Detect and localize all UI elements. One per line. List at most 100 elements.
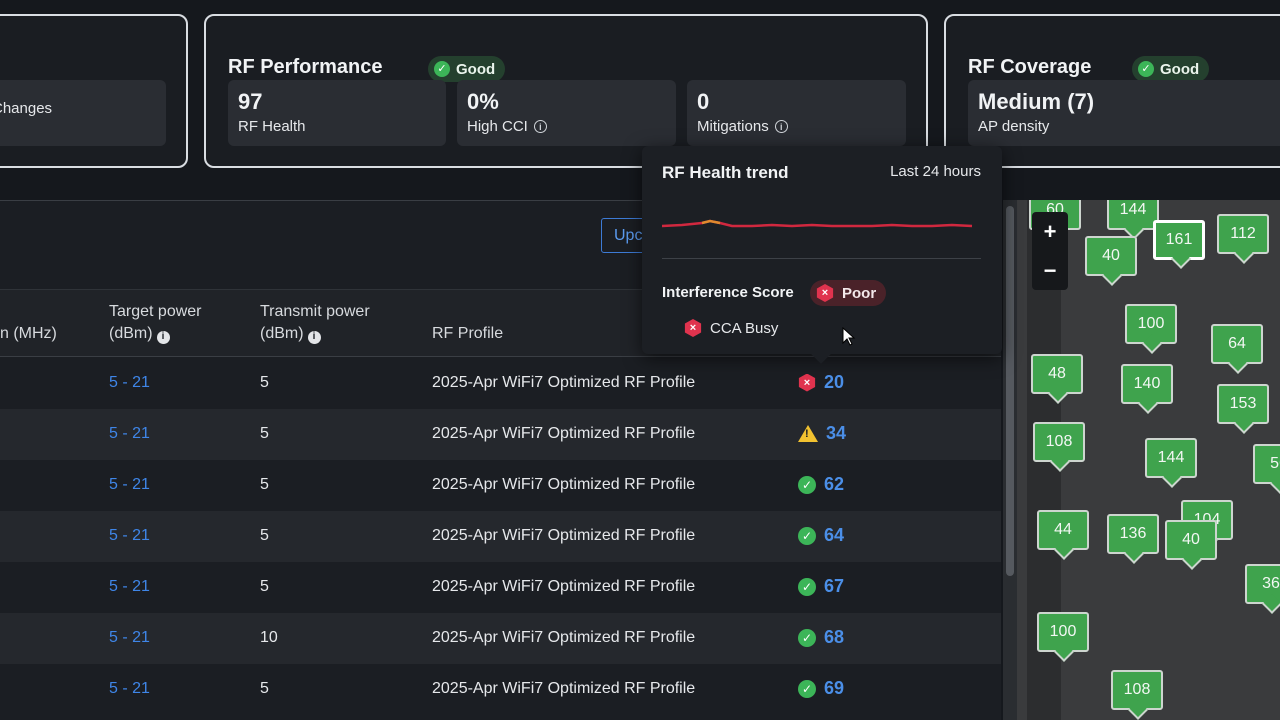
rf-health-score[interactable]: ✓ 62	[798, 474, 844, 495]
access-point-marker[interactable]: 136	[1107, 514, 1159, 554]
target-power-cell[interactable]: 5 - 21	[109, 374, 150, 391]
access-point-marker[interactable]: 108	[1033, 422, 1085, 462]
header-channel-width[interactable]: n (MHz)	[0, 325, 57, 342]
rf-coverage-card: RF Coverage ✓ Good Medium (7) AP density	[944, 14, 1280, 168]
interference-reason: × CCA Busy	[684, 319, 778, 337]
ap-density-label: AP density	[978, 118, 1050, 135]
rf-health-label: RF Health	[238, 118, 306, 135]
target-power-cell[interactable]: 5 - 21	[109, 476, 150, 493]
rf-health-score[interactable]: ✓ 64	[798, 525, 844, 546]
transmit-power-cell: 5	[260, 476, 269, 493]
target-power-cell[interactable]: 5 - 21	[109, 578, 150, 595]
mouse-cursor-icon	[842, 327, 856, 346]
rf-profile-cell: 2025-Apr WiFi7 Optimized RF Profile	[432, 578, 696, 595]
rf-performance-status: ✓ Good	[428, 56, 506, 82]
rf-coverage-title: RF Coverage	[968, 56, 1092, 78]
check-icon: ✓	[1138, 61, 1154, 77]
scrollbar-thumb[interactable]	[1006, 206, 1014, 576]
header-target-power[interactable]: Target power (dBm) i	[109, 303, 202, 344]
mitigations-label: Mitigations i	[697, 118, 896, 135]
table-row[interactable]: 5 - 21 5 2025-Apr WiFi7 Optimized RF Profi…	[0, 409, 1001, 460]
rf-profile-cell: 2025-Apr WiFi7 Optimized RF Profile	[432, 629, 696, 646]
target-power-cell[interactable]: 5 - 21	[109, 680, 150, 697]
header-rf-profile[interactable]: RF Profile	[432, 325, 504, 342]
info-icon[interactable]: i	[156, 330, 170, 344]
check-icon: ✓	[798, 577, 816, 596]
check-icon: ✓	[798, 526, 816, 545]
access-point-marker[interactable]: 64	[1211, 324, 1263, 364]
map-zoom-controls: + −	[1032, 212, 1068, 290]
access-point-marker[interactable]: 100	[1037, 612, 1089, 652]
check-icon: ✓	[798, 475, 816, 494]
warning-icon	[798, 425, 818, 442]
ap-density-value: Medium (7)	[978, 89, 1095, 114]
access-point-marker[interactable]: 144	[1107, 200, 1159, 230]
table-row[interactable]: 5 - 21 5 2025-Apr WiFi7 Optimized RF Profi…	[0, 460, 1001, 511]
check-icon: ✓	[798, 679, 816, 698]
rf-profile-cell: 2025-Apr WiFi7 Optimized RF Profile	[432, 374, 696, 391]
high-cci-label: High CCI i	[467, 118, 666, 135]
rf-health-sparkline	[662, 219, 973, 228]
rf-health-score[interactable]: 34	[798, 423, 846, 444]
mitigations-value: 0	[697, 89, 710, 114]
mitigations-metric: 0 Mitigations i	[687, 80, 906, 146]
access-point-marker[interactable]: 112	[1217, 214, 1269, 254]
target-power-cell[interactable]: 5 - 21	[109, 425, 150, 442]
rf-health-score[interactable]: ✓ 68	[798, 627, 844, 648]
popover-range: Last 24 hours	[890, 163, 981, 180]
access-point-marker[interactable]: 108	[1111, 670, 1163, 710]
error-icon: ×	[816, 284, 834, 302]
rf-health-metric: 97 RF Health	[228, 80, 446, 146]
access-point-marker[interactable]: 56	[1253, 444, 1280, 484]
popover-title: RF Health trend	[662, 163, 789, 182]
zoom-out-button[interactable]: −	[1043, 257, 1057, 283]
rf-health-score[interactable]: × 20	[798, 372, 844, 393]
table-row[interactable]: 5 - 21 5 2025-Apr WiFi7 Optimized RF Profi…	[0, 664, 1001, 715]
rf-profile-cell: 2025-Apr WiFi7 Optimized RF Profile	[432, 527, 696, 544]
error-icon: ×	[798, 373, 816, 392]
access-point-marker[interactable]: 48	[1031, 354, 1083, 394]
info-icon[interactable]: i	[774, 120, 788, 133]
info-icon[interactable]: i	[307, 330, 321, 344]
info-icon[interactable]: i	[533, 120, 547, 133]
target-power-cell[interactable]: 5 - 21	[109, 527, 150, 544]
high-cci-metric: 0% High CCI i	[457, 80, 676, 146]
access-point-marker[interactable]: 144	[1145, 438, 1197, 478]
zoom-in-button[interactable]: +	[1043, 218, 1057, 244]
transmit-power-cell: 5	[260, 578, 269, 595]
error-icon: ×	[684, 319, 702, 337]
access-point-marker[interactable]: 40	[1085, 236, 1137, 276]
table-row[interactable]: 5 - 21 5 2025-Apr WiFi7 Optimized RF Profi…	[0, 562, 1001, 613]
ap-density-metric: Medium (7) AP density	[968, 80, 1280, 146]
rf-health-score[interactable]: ✓ 67	[798, 576, 844, 597]
transmit-power-cell: 5	[260, 527, 269, 544]
table-row[interactable]: 5 - 21 5 2025-Apr WiFi7 Optimized RF Profi…	[0, 358, 1001, 409]
target-power-cell[interactable]: 5 - 21	[109, 629, 150, 646]
check-icon: ✓	[434, 61, 450, 77]
rf-profile-cell: 2025-Apr WiFi7 Optimized RF Profile	[432, 425, 696, 442]
transmit-power-cell: 10	[260, 629, 278, 646]
changes-card: Changes	[0, 14, 188, 168]
access-point-marker[interactable]: 161	[1153, 220, 1205, 260]
transmit-power-cell: 5	[260, 680, 269, 697]
table-row[interactable]: 5 - 21 10 2025-Apr WiFi7 Optimized RF Prof…	[0, 613, 1001, 664]
table-row[interactable]: 5 - 21 5 2025-Apr WiFi7 Optimized RF Profi…	[0, 511, 1001, 562]
transmit-power-cell: 5	[260, 425, 269, 442]
rf-health-value: 97	[238, 89, 263, 114]
access-point-marker[interactable]: 44	[1037, 510, 1089, 550]
rf-health-popover: RF Health trend Last 24 hours Interferen…	[642, 146, 1002, 354]
access-point-marker[interactable]: 40	[1165, 520, 1217, 560]
rf-health-score[interactable]: ✓ 69	[798, 678, 844, 699]
rf-coverage-status: ✓ Good	[1132, 56, 1210, 82]
interference-score-label: Interference Score	[662, 284, 794, 301]
access-point-marker[interactable]: 153	[1217, 384, 1269, 424]
header-transmit-power[interactable]: Transmit power (dBm) i	[260, 303, 370, 344]
rf-performance-title: RF Performance	[228, 56, 383, 78]
access-point-marker[interactable]: 36	[1245, 564, 1280, 604]
table-scrollbar[interactable]	[1003, 200, 1017, 720]
transmit-power-cell: 5	[260, 374, 269, 391]
check-icon: ✓	[798, 628, 816, 647]
access-point-marker[interactable]: 100	[1125, 304, 1177, 344]
access-point-marker[interactable]: 140	[1121, 364, 1173, 404]
